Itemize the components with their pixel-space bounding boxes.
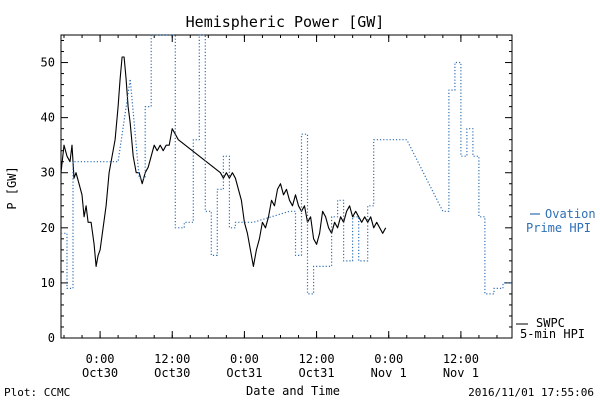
series-line-ovation — [61, 34, 512, 295]
series-line-swpc — [60, 56, 387, 267]
x-tick-label-time: 12:00 — [299, 352, 335, 366]
y-axis: 0 10 20 30 40 50 — [41, 40, 512, 345]
y-tick-label: 10 — [41, 276, 55, 290]
x-axis: 0:00Oct3012:00Oct300:00Oct3112:00Oct310:… — [63, 35, 498, 380]
series-layer — [60, 34, 512, 295]
x-tick-label-date: Nov 1 — [371, 366, 407, 380]
footer-timestamp: 2016/11/01 17:55:06 — [468, 386, 594, 399]
chart-title: Hemispheric Power [GW] — [186, 13, 385, 31]
x-tick-label-time: 0:00 — [230, 352, 259, 366]
x-tick-label-date: Oct30 — [154, 366, 190, 380]
plot-frame — [60, 34, 513, 339]
x-tick-label-date: Oct31 — [299, 366, 335, 380]
y-tick-label: 40 — [41, 111, 55, 125]
x-tick-label-time: 0:00 — [374, 352, 403, 366]
y-tick-label: 50 — [41, 56, 55, 70]
x-tick-label-date: Oct30 — [82, 366, 118, 380]
legend-label-swpc-line2: 5-min HPI — [520, 327, 585, 341]
x-tick-label-time: 0:00 — [86, 352, 115, 366]
y-axis-label: P [GW] — [5, 166, 19, 209]
x-tick-label-time: 12:00 — [154, 352, 190, 366]
footer-credit: Plot: CCMC — [4, 386, 70, 399]
legend-label-ovation-line2: Prime HPI — [526, 221, 591, 235]
x-axis-label: Date and Time — [246, 384, 340, 398]
y-tick-label: 0 — [48, 331, 55, 345]
y-tick-label: 20 — [41, 221, 55, 235]
x-tick-label-time: 12:00 — [443, 352, 479, 366]
y-tick-label: 30 — [41, 166, 55, 180]
legend-label-ovation-line1: Ovation — [545, 207, 596, 221]
legend-label-swpc-line1: SWPC — [536, 316, 565, 330]
x-tick-label-date: Nov 1 — [443, 366, 479, 380]
x-tick-label-date: Oct31 — [226, 366, 262, 380]
